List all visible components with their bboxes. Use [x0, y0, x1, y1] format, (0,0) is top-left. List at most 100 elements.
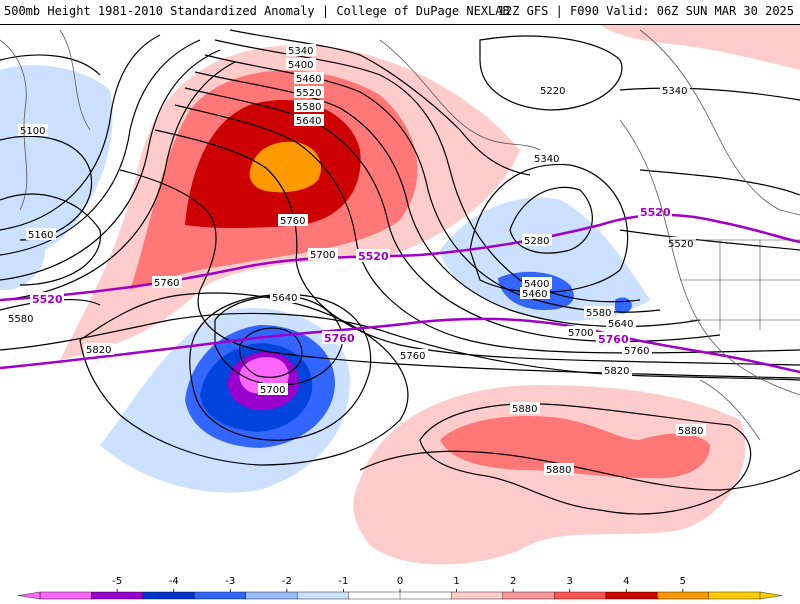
- state-borders: [670, 239, 800, 330]
- label-5640: 5640: [296, 116, 321, 127]
- anomaly-neg1-east: [440, 197, 650, 321]
- colorbar-graphic: -5 -4 -3 -2 -1 0 1 2 3 4 5: [17, 576, 783, 600]
- label-5520-east: 5520: [668, 239, 693, 250]
- valid-time: 12Z GFS | F090 Valid: 06Z SUN MAR 30 202…: [497, 4, 794, 18]
- header-bar: 500mb Height 1981-2010 Standardized Anom…: [0, 0, 800, 25]
- colorbar-tick-label: -4: [169, 576, 179, 587]
- contour-5160-loop: [0, 54, 101, 76]
- contour-5400-n: [214, 39, 641, 303]
- anomaly-map: 5340 5400 5460 5520 5580 5640 5760 5100 …: [0, 25, 800, 585]
- colorbar-segment: [296, 591, 350, 600]
- label-5340-center: 5340: [534, 154, 559, 165]
- label-5460: 5460: [296, 74, 321, 85]
- label-5880-east: 5880: [678, 426, 703, 437]
- contour-5340-n: [229, 29, 531, 176]
- colorbar-segment: [348, 591, 401, 600]
- anomaly-pos2-southeast: [440, 416, 710, 479]
- thickness-5760: [0, 317, 800, 374]
- label-5820-west: 5820: [86, 345, 111, 356]
- label-5400-center: 5400: [524, 279, 549, 290]
- contour-5640-n: [174, 104, 800, 354]
- label-5760-east: 5760: [624, 346, 649, 357]
- colorbar-segment: [245, 591, 298, 600]
- colorbar-tick-label: 3: [567, 576, 573, 587]
- contour-5220: [479, 35, 623, 111]
- thickness-label-5520-center: 5520: [358, 250, 389, 263]
- contour-ne-3: [619, 229, 800, 251]
- contour-labels: 5340 5400 5460 5520 5580 5640 5760 5100 …: [6, 44, 706, 476]
- label-5580: 5580: [296, 102, 321, 113]
- label-5340: 5340: [288, 46, 313, 57]
- colorbar-segment: [656, 591, 710, 600]
- colorbar-segment: [502, 591, 555, 600]
- colorbar-tick-label: -3: [225, 576, 235, 587]
- anomaly-neg1-westcoast: [0, 234, 45, 290]
- thickness-label-5520-west: 5520: [32, 293, 63, 306]
- label-5700-low: 5700: [260, 385, 285, 396]
- colorbar-min-arrow: [17, 591, 41, 600]
- thickness-labels: 5520 5520 5520 5760 5760: [30, 205, 672, 346]
- colorbar-tick-label: 4: [623, 576, 629, 587]
- label-5580-center: 5580: [586, 308, 611, 319]
- label-5280: 5280: [524, 236, 549, 247]
- colorbar-segment: [554, 591, 607, 600]
- contour-5820-long: [0, 312, 800, 381]
- thickness-label-5760-east: 5760: [598, 333, 629, 346]
- colorbar-tick-label: -1: [338, 576, 348, 587]
- colorbar-tick-label: 5: [680, 576, 686, 587]
- chart-title: 500mb Height 1981-2010 Standardized Anom…: [4, 4, 510, 18]
- label-5520: 5520: [296, 88, 321, 99]
- contour-5820-low: [79, 292, 409, 466]
- height-contours: [0, 29, 800, 515]
- label-5880-south: 5880: [546, 465, 571, 476]
- colorbar-segment: [451, 591, 504, 600]
- label-5760-west: 5760: [154, 278, 179, 289]
- contour-5880-long: [359, 450, 800, 491]
- contour-far-w-3: [0, 49, 221, 281]
- colorbar-segment: [708, 591, 761, 600]
- label-5640-low: 5640: [272, 293, 297, 304]
- colorbar-tick-label: -5: [112, 576, 122, 587]
- anomaly-pos5-central: [249, 141, 322, 193]
- colorbar-tick-label: -2: [282, 576, 292, 587]
- contour-5160: [0, 193, 102, 286]
- label-5700-north: 5700: [310, 250, 335, 261]
- contour-5760-n: [119, 169, 800, 379]
- colorbar-tick-label: 0: [397, 576, 403, 587]
- label-5760-center: 5760: [400, 351, 425, 362]
- thickness-label-5760-center: 5760: [324, 332, 355, 345]
- colorbar-max-arrow: [759, 591, 783, 600]
- label-5160: 5160: [28, 230, 53, 241]
- contour-5580-n: [184, 87, 721, 343]
- contour-5880-ring: [419, 403, 752, 515]
- contour-5700-n: [154, 129, 800, 366]
- contour-5280-ring: [509, 186, 593, 254]
- colorbar-segment: [605, 591, 658, 600]
- label-5700-east: 5700: [568, 328, 593, 339]
- colorbar: -5 -4 -3 -2 -1 0 1 2 3 4 5: [0, 572, 800, 600]
- label-5460-center: 5460: [522, 289, 547, 300]
- anomaly-pos1-northeast: [600, 25, 800, 70]
- coastlines: [0, 29, 800, 441]
- label-5640-center: 5640: [608, 319, 633, 330]
- contour-far-w-4: [0, 61, 236, 301]
- label-5820-east: 5820: [604, 366, 629, 377]
- colorbar-segment: [142, 591, 195, 600]
- contour-5700-low: [239, 327, 303, 378]
- colorbar-tick-label: 2: [510, 576, 516, 587]
- label-5220: 5220: [540, 86, 565, 97]
- colorbar-segment: [91, 591, 144, 600]
- label-5100: 5100: [20, 126, 45, 137]
- label-5760-high: 5760: [280, 216, 305, 227]
- colorbar-segment: [39, 591, 93, 600]
- contour-far-w-1: [0, 34, 161, 231]
- thickness-label-5520-east: 5520: [640, 206, 671, 219]
- colorbar-segment: [399, 591, 453, 600]
- label-5340-east: 5340: [662, 86, 687, 97]
- label-5880-north: 5880: [512, 404, 537, 415]
- colorbar-segment: [194, 591, 247, 600]
- label-5400: 5400: [288, 60, 313, 71]
- colorbar-tick-label: 1: [453, 576, 459, 587]
- label-5580-west: 5580: [8, 314, 33, 325]
